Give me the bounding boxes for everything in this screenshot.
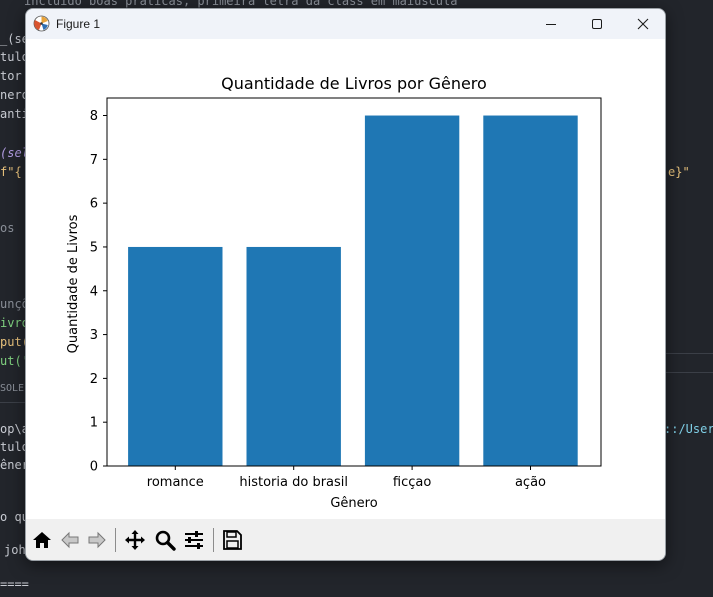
toolbar-separator (213, 528, 214, 552)
code-line: ivro (0, 316, 29, 330)
maximize-button[interactable] (574, 9, 620, 39)
pan-icon (125, 530, 145, 550)
y-tick-label: 1 (90, 416, 98, 431)
code-line: put( (0, 335, 29, 349)
minimize-icon (546, 24, 556, 25)
bar-ação (483, 115, 578, 467)
y-tick-label: 7 (90, 153, 98, 168)
home-icon (33, 532, 51, 548)
matplotlib-icon (33, 15, 50, 32)
back-button[interactable] (58, 528, 82, 552)
zoom-button[interactable] (153, 528, 177, 552)
save-icon (223, 530, 242, 550)
window-title: Figure 1 (56, 17, 101, 31)
code-line: unçõ (0, 297, 29, 311)
code-line: ut(' (0, 354, 29, 368)
x-tick-label: historia do brasil (239, 475, 348, 490)
terminal-tab: SOLE (0, 383, 25, 394)
terminal-line: joh (4, 543, 26, 557)
x-tick-label: ação (515, 475, 546, 490)
save-button[interactable] (220, 528, 244, 552)
code-line: os (0, 221, 15, 235)
code-comment: incluido boas praticas, primeira letra d… (24, 0, 458, 8)
terminal-line: op\a (0, 422, 29, 436)
plot-frame (106, 97, 602, 467)
minimize-button[interactable] (528, 9, 574, 39)
bar-ficçao (364, 115, 460, 467)
y-tick-label: 6 (90, 197, 98, 212)
forward-button[interactable] (85, 528, 109, 552)
code-line: e}" (668, 165, 690, 179)
zoom-icon (155, 530, 176, 551)
bar-historia-do-brasil (246, 246, 341, 466)
close-icon (637, 18, 649, 30)
code-line: tulo (0, 50, 29, 64)
y-tick-label: 3 (90, 328, 98, 343)
x-tick-label: romance (147, 475, 204, 490)
back-icon (61, 531, 79, 549)
toolbar-separator (115, 528, 116, 552)
configure-subplots-icon (185, 531, 203, 549)
home-button[interactable] (30, 528, 54, 552)
terminal-line: tulo (0, 440, 29, 454)
panel-divider (664, 372, 713, 373)
terminal-line: ==== (0, 577, 29, 591)
terminal-line: ::/Users (664, 422, 713, 436)
maximize-icon (592, 19, 602, 29)
y-tick-label: 0 (90, 460, 98, 475)
y-tick-label: 2 (90, 372, 98, 387)
x-tick-label: ficçao (393, 475, 431, 490)
code-line: f"{ (0, 165, 22, 179)
close-button[interactable] (620, 9, 665, 39)
code-line: nero (0, 88, 29, 102)
panel-divider (0, 402, 25, 403)
y-tick-label: 8 (90, 109, 98, 124)
y-tick-label: 4 (90, 284, 98, 299)
code-line: tor (0, 69, 22, 83)
code-line: (sel (0, 146, 29, 160)
figure-window: Figure 1 Quantidade de Livros por Gênero… (25, 8, 666, 561)
configure-subplots-button[interactable] (182, 528, 206, 552)
title-bar[interactable]: Figure 1 (26, 9, 665, 39)
pan-button[interactable] (123, 528, 147, 552)
panel-divider (664, 353, 713, 354)
x-axis-label: Gênero (330, 496, 377, 511)
chart-title: Quantidade de Livros por Gênero (221, 74, 487, 93)
figure-canvas[interactable]: Quantidade de Livros por Gênero Gênero Q… (26, 39, 665, 519)
y-tick-label: 5 (90, 240, 98, 255)
navigation-toolbar (26, 519, 665, 560)
bar-chart: Quantidade de Livros por Gênero Gênero Q… (66, 74, 602, 511)
y-axis-label: Quantidade de Livros (66, 214, 81, 353)
forward-icon (88, 531, 106, 549)
bar-romance (128, 246, 223, 466)
code-line: anti (0, 107, 29, 121)
